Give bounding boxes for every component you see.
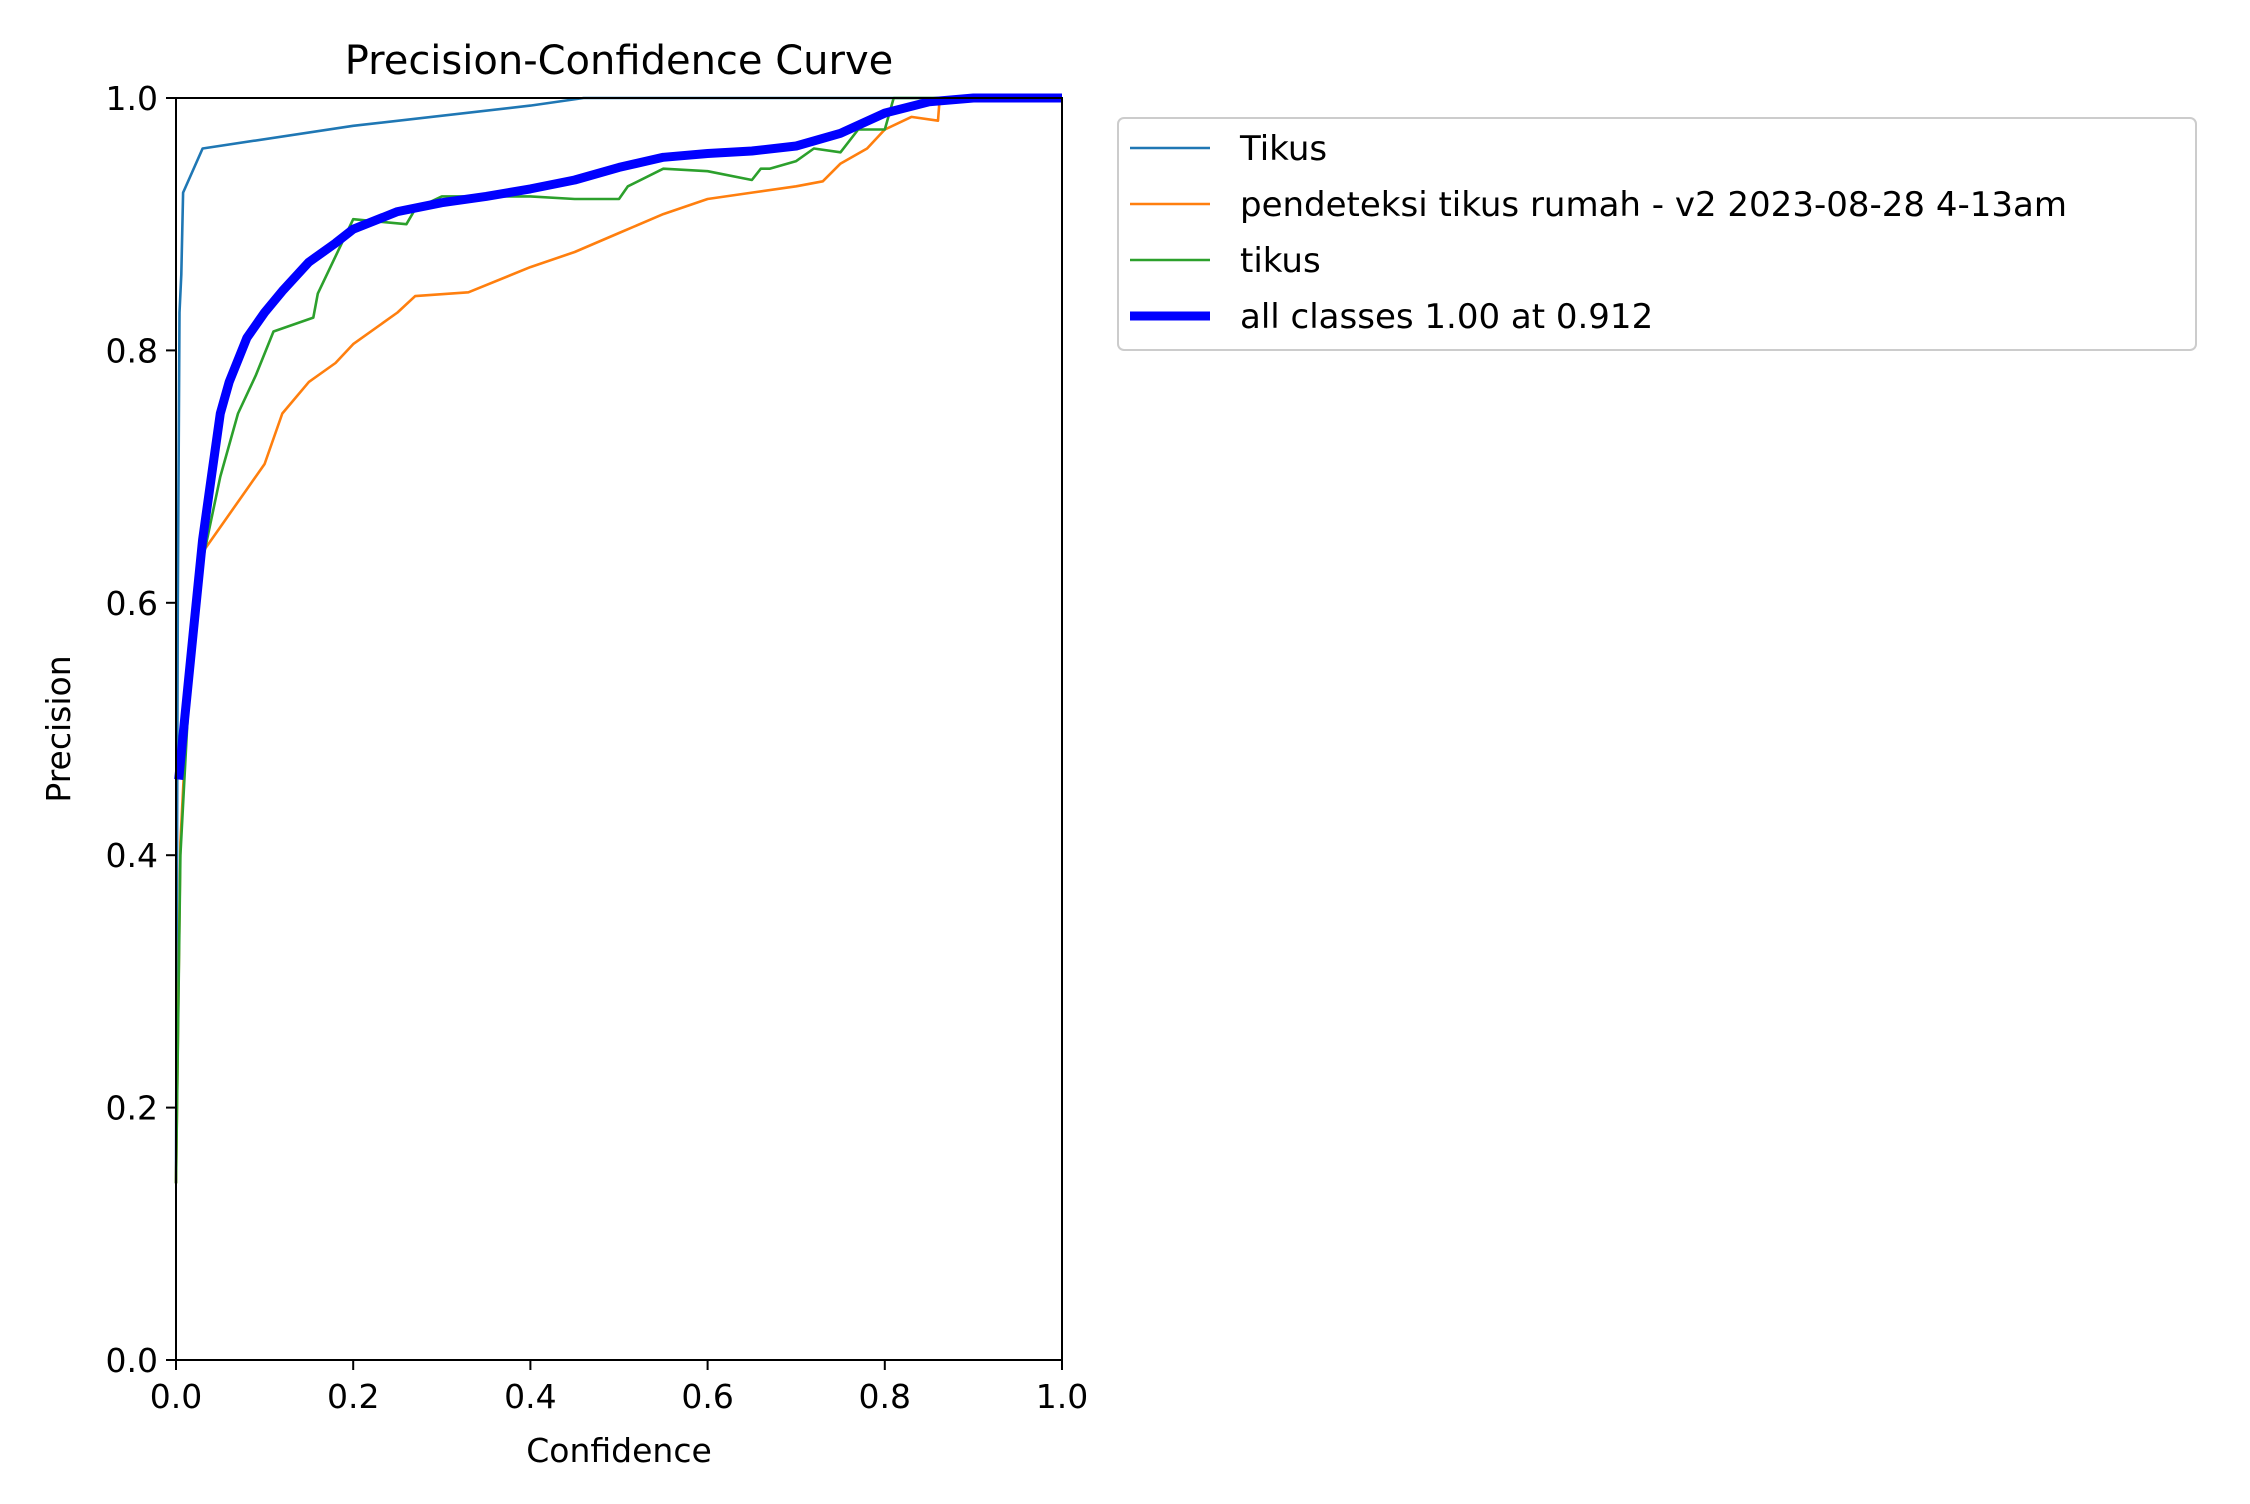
x-tick-label: 1.0 [1036, 1377, 1088, 1416]
legend-label-pendeteksi-tikus-rumah: pendeteksi tikus rumah - v2 2023-08-28 4… [1240, 185, 2067, 225]
y-axis-ticks: 0.0 0.2 0.4 0.6 0.8 1.0 [106, 79, 176, 1380]
series-line-pendeteksi-tikus-rumah [174, 96, 1062, 1184]
y-tick-label: 1.0 [106, 79, 158, 118]
plot-area-frame [175, 97, 1063, 1361]
x-tick-label: 0.4 [504, 1377, 556, 1416]
y-tick-label: 0.6 [106, 584, 158, 623]
y-tick-label: 0.2 [106, 1089, 158, 1128]
series-line-tikus-upper [174, 96, 1062, 1184]
chart-title: Precision-Confidence Curve [345, 38, 894, 84]
series-line-all-classes [174, 93, 1062, 780]
y-axis-label: Precision [39, 655, 78, 802]
legend: Tikus pendeteksi tikus rumah - v2 2023-08… [1117, 117, 2197, 351]
legend-label-all-classes: all classes 1.00 at 0.912 [1240, 297, 1653, 337]
legend-label-tikus-upper: Tikus [1239, 129, 1327, 169]
y-tick-label: 0.0 [106, 1341, 158, 1380]
series-line-tikus-lower [174, 96, 1062, 1184]
y-tick-label: 0.4 [106, 836, 158, 875]
series-layer [174, 93, 1062, 1184]
x-axis-ticks: 0.0 0.2 0.4 0.6 0.8 1.0 [150, 1360, 1088, 1416]
y-tick-label: 0.8 [106, 331, 158, 370]
x-axis-label: Confidence [526, 1431, 712, 1470]
x-tick-label: 0.0 [150, 1377, 202, 1416]
x-tick-label: 0.2 [327, 1377, 379, 1416]
x-tick-label: 0.8 [859, 1377, 911, 1416]
legend-box [1117, 117, 2197, 351]
legend-label-tikus-lower: tikus [1240, 241, 1321, 281]
x-tick-label: 0.6 [681, 1377, 733, 1416]
legend-items: Tikus pendeteksi tikus rumah - v2 2023-08… [1130, 129, 2067, 337]
